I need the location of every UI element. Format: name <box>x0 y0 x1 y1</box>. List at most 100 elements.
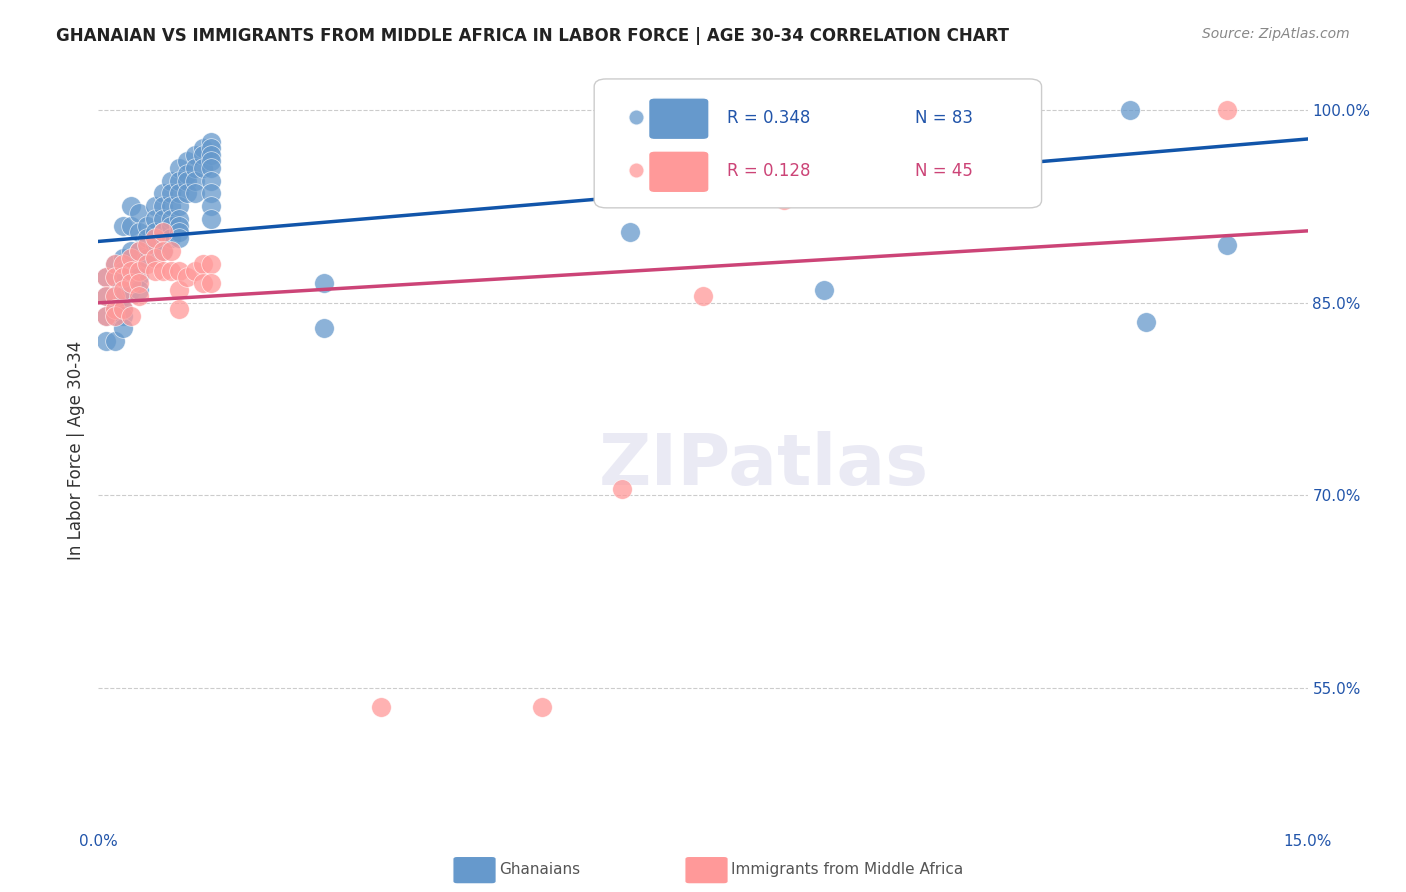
Point <box>152 186 174 201</box>
Y-axis label: In Labor Force | Age 30-34: In Labor Force | Age 30-34 <box>66 341 84 560</box>
Point <box>184 186 207 201</box>
Point <box>96 309 118 323</box>
Point <box>111 309 134 323</box>
FancyBboxPatch shape <box>648 151 709 193</box>
Point <box>135 231 157 245</box>
Point <box>103 289 125 303</box>
Point <box>193 141 215 155</box>
Point <box>120 263 142 277</box>
Point <box>111 257 134 271</box>
Point <box>167 263 190 277</box>
Point <box>96 289 118 303</box>
Point <box>200 161 222 175</box>
Point <box>160 263 183 277</box>
Point <box>143 251 166 265</box>
Point <box>176 154 198 169</box>
Point <box>893 154 915 169</box>
Point <box>370 700 392 714</box>
Point <box>120 199 142 213</box>
Point <box>200 173 222 187</box>
Point <box>184 263 207 277</box>
Text: Source: ZipAtlas.com: Source: ZipAtlas.com <box>1202 27 1350 41</box>
Point <box>96 289 118 303</box>
Point <box>200 277 222 291</box>
Text: N = 45: N = 45 <box>915 162 973 180</box>
FancyBboxPatch shape <box>595 79 1042 208</box>
Point <box>111 283 134 297</box>
Point <box>193 148 215 162</box>
Point <box>176 186 198 201</box>
Point <box>143 263 166 277</box>
Text: R = 0.128: R = 0.128 <box>727 162 811 180</box>
Point <box>135 237 157 252</box>
Point <box>167 231 190 245</box>
Point <box>103 334 125 349</box>
Point <box>128 244 150 259</box>
Point <box>128 244 150 259</box>
Point <box>1216 103 1239 117</box>
Point <box>128 263 150 277</box>
Point <box>193 277 215 291</box>
Point <box>167 212 190 227</box>
Point <box>176 173 198 187</box>
Point <box>176 167 198 181</box>
Text: N = 83: N = 83 <box>915 110 973 128</box>
Point <box>143 199 166 213</box>
Point <box>167 161 190 175</box>
Point <box>160 186 183 201</box>
Point <box>111 270 134 285</box>
Point <box>96 270 118 285</box>
Point <box>103 309 125 323</box>
Point <box>96 270 118 285</box>
Point <box>193 257 215 271</box>
Point <box>111 219 134 233</box>
Point <box>135 219 157 233</box>
Point <box>111 302 134 317</box>
Point <box>314 277 336 291</box>
Point <box>103 309 125 323</box>
Point <box>135 251 157 265</box>
Point <box>200 154 222 169</box>
Point <box>120 244 142 259</box>
Point <box>111 289 134 303</box>
Point <box>120 219 142 233</box>
Point <box>152 263 174 277</box>
Point <box>612 482 634 496</box>
Point <box>200 199 222 213</box>
Point <box>143 231 166 245</box>
Point <box>152 225 174 239</box>
FancyBboxPatch shape <box>648 98 709 139</box>
Point <box>167 219 190 233</box>
Point <box>103 302 125 317</box>
Point <box>128 263 150 277</box>
Point <box>200 186 222 201</box>
Point <box>184 148 207 162</box>
Point <box>111 251 134 265</box>
Point <box>200 141 222 155</box>
Point <box>772 193 794 207</box>
Point <box>103 270 125 285</box>
Point <box>96 334 118 349</box>
Point <box>143 237 166 252</box>
Point <box>193 161 215 175</box>
Point <box>152 225 174 239</box>
Point <box>160 212 183 227</box>
Point <box>160 231 183 245</box>
Point <box>128 283 150 297</box>
Point <box>167 186 190 201</box>
Point <box>120 283 142 297</box>
Point <box>813 283 835 297</box>
Point <box>167 225 190 239</box>
Point <box>96 309 118 323</box>
Point <box>314 321 336 335</box>
Point <box>120 309 142 323</box>
Point <box>167 302 190 317</box>
Point <box>103 257 125 271</box>
Point <box>619 225 641 239</box>
Point <box>120 251 142 265</box>
Point <box>160 199 183 213</box>
Point <box>111 321 134 335</box>
Point <box>128 270 150 285</box>
Point <box>111 270 134 285</box>
Point <box>200 212 222 227</box>
